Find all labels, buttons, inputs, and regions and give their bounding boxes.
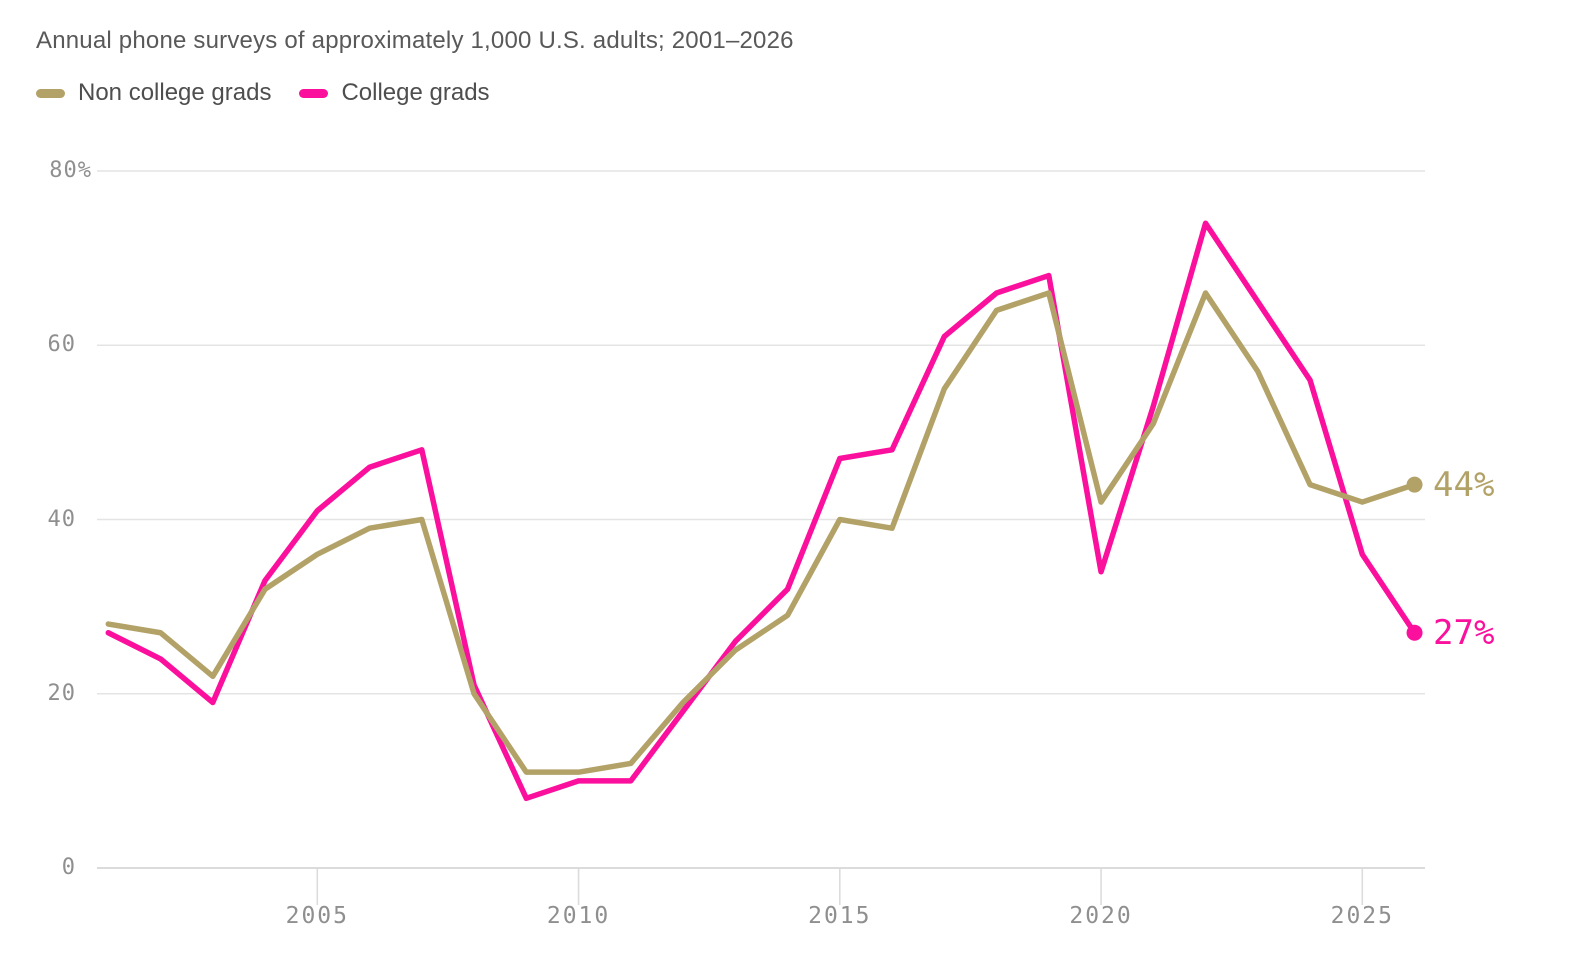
x-axis-tick-label: 2005 <box>285 903 349 929</box>
series-end-label-non-college-grads: 44% <box>1433 464 1495 505</box>
y-axis-tick-label: 80% <box>49 158 92 183</box>
legend-swatch-non-college-grads <box>36 88 65 98</box>
legend-label-non-college-grads: Non college grads <box>78 79 272 106</box>
legend: Non college grads College grads <box>36 79 490 107</box>
y-axis-tick-label: 40 <box>47 506 76 532</box>
series-end-label-college-grads: 27% <box>1433 612 1495 653</box>
x-axis-tick-label: 2010 <box>546 903 611 929</box>
legend-label-college-grads: College grads <box>341 79 490 106</box>
x-axis-tick-label: 2015 <box>808 903 872 929</box>
legend-item-college-grads: College grads <box>299 79 490 107</box>
x-axis-tick-label: 2025 <box>1330 903 1394 929</box>
x-axis-tick-label: 2020 <box>1069 903 1133 929</box>
legend-swatch-college-grads <box>299 88 329 98</box>
chart-subtitle: Annual phone surveys of approximately 1,… <box>36 27 794 54</box>
legend-item-non-college-grads: Non college grads <box>36 79 271 107</box>
y-axis-tick-label: 0 <box>61 855 76 880</box>
y-axis-tick-label: 20 <box>47 680 76 706</box>
y-axis-tick-label: 60 <box>47 332 76 358</box>
